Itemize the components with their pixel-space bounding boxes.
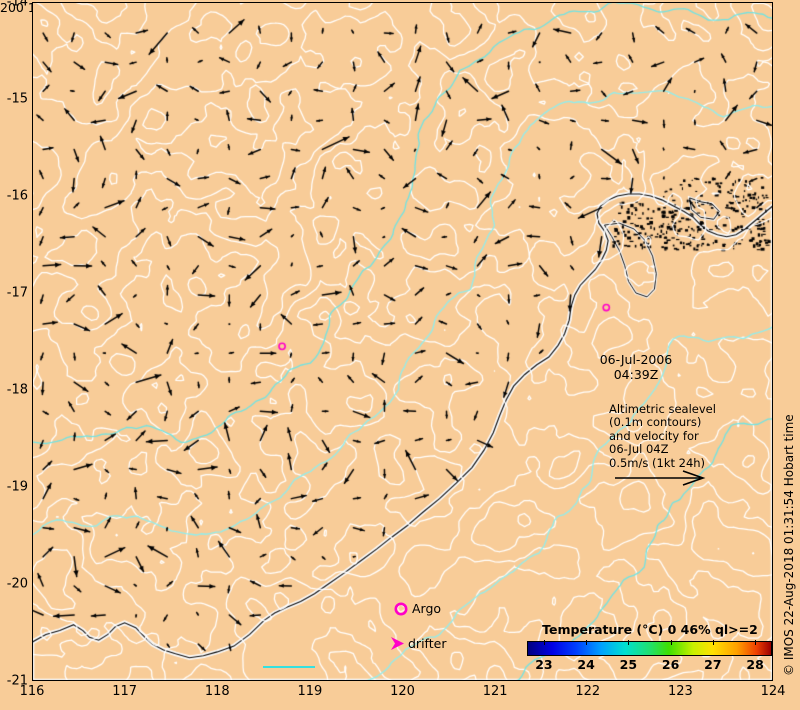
y-tick--21: -21 — [6, 673, 28, 689]
y-tick--20: -20 — [6, 576, 28, 592]
description-annotation: Altimetric sealevel (0.1m contours) and … — [609, 402, 716, 470]
colorbar-tick-24: 24 — [577, 657, 595, 672]
date-text: 06-Jul-2006 — [599, 352, 673, 367]
colorbar-tick-27: 27 — [704, 657, 722, 672]
copyright-text: © IMOS 22-Aug-2018 01:31:54 Hobart time — [782, 414, 796, 676]
colorbar-tickmark — [670, 640, 672, 645]
y-tick--14: -14 — [6, 0, 28, 10]
depth-scale-line — [263, 666, 315, 668]
date-annotation: 06-Jul-2006 04:39Z — [600, 352, 673, 382]
colorbar-tick-28: 28 — [746, 657, 764, 672]
time-text: 04:39Z — [613, 367, 659, 382]
colorbar-tickmark — [628, 640, 630, 645]
drifter-legend-label: drifter — [408, 636, 447, 651]
y-tick--17: -17 — [6, 285, 28, 301]
map-plot-area[interactable] — [32, 2, 773, 681]
colorbar — [527, 641, 772, 656]
y-tick--16: -16 — [6, 188, 28, 204]
y-tick--18: -18 — [6, 382, 28, 398]
colorbar-tickmark — [586, 640, 588, 645]
y-tick--15: -15 — [6, 91, 28, 107]
colorbar-tick-26: 26 — [661, 657, 680, 672]
colorbar-tickmark — [712, 640, 714, 645]
y-tick--19: -19 — [6, 479, 28, 495]
contour-and-vector-layer — [32, 2, 773, 681]
colorbar-tick-25: 25 — [619, 657, 638, 672]
argo-legend-label: Argo — [412, 601, 442, 616]
colorbar-title: Temperature (°C) 0 46% ql>=2 — [542, 622, 758, 637]
x-tick-124: 124 — [760, 684, 786, 699]
colorbar-tick-23: 23 — [535, 657, 553, 672]
x-tick-119: 119 — [297, 684, 323, 699]
circle-marker-icon — [394, 602, 408, 616]
x-tick-118: 118 — [204, 684, 230, 699]
x-tick-116: 116 — [19, 684, 45, 699]
x-tick-117: 117 — [112, 684, 138, 699]
x-tick-122: 122 — [575, 684, 601, 699]
x-tick-121: 121 — [482, 684, 508, 699]
colorbar-tickmark — [755, 640, 757, 645]
x-tick-120: 120 — [390, 684, 415, 699]
velocity-scale-arrow-icon — [615, 470, 706, 486]
arrowhead-marker-icon — [391, 637, 404, 650]
colorbar-ticks: 23 24 25 26 27 28 — [527, 640, 772, 673]
x-tick-123: 123 — [667, 684, 693, 699]
colorbar-tickmark — [543, 640, 545, 645]
